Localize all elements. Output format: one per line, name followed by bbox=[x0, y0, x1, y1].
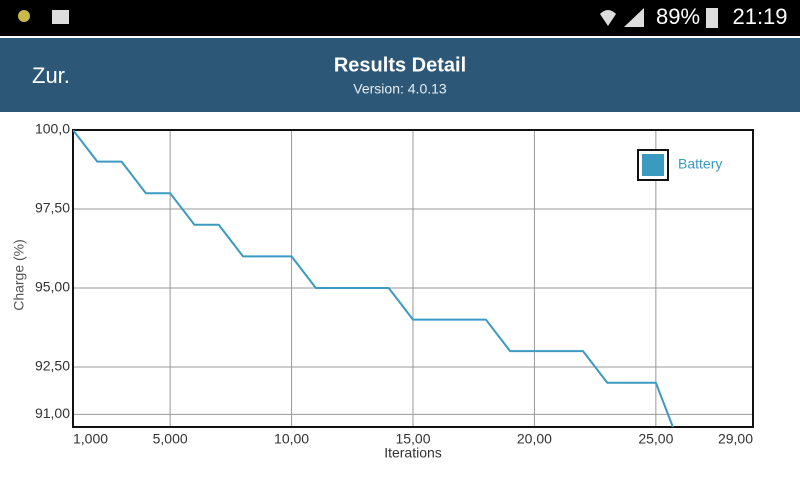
back-button[interactable]: Zur. bbox=[32, 63, 70, 88]
y-tick-label: 95,00 bbox=[35, 279, 70, 295]
media-icon bbox=[52, 10, 69, 24]
y-tick-label: 92,50 bbox=[35, 358, 70, 374]
y-axis-label: Charge (%) bbox=[11, 239, 27, 311]
header-title: Results Detail bbox=[334, 54, 466, 76]
y-tick-label: 100,0 bbox=[35, 121, 70, 137]
app-header bbox=[0, 38, 800, 112]
wifi-icon bbox=[600, 10, 616, 26]
y-tick-label: 91,00 bbox=[35, 405, 70, 421]
bulb-icon bbox=[18, 10, 30, 22]
x-tick-label: 1,000 bbox=[73, 431, 108, 447]
x-tick-label: 5,000 bbox=[153, 431, 188, 447]
x-tick-label: 15,00 bbox=[395, 431, 430, 447]
x-tick-label: 20,00 bbox=[517, 431, 552, 447]
y-tick-label: 97,50 bbox=[35, 200, 70, 216]
legend-label: Battery bbox=[678, 156, 722, 172]
battery-percent: 89% bbox=[656, 4, 700, 29]
x-tick-label: 25,00 bbox=[638, 431, 673, 447]
x-tick-label: 29,00 bbox=[718, 431, 753, 447]
x-axis-label: Iterations bbox=[384, 445, 442, 461]
signal-icon bbox=[624, 8, 644, 27]
header-subtitle: Version: 4.0.13 bbox=[353, 81, 447, 97]
status-bar bbox=[0, 0, 800, 36]
plot-frame bbox=[72, 129, 754, 428]
x-tick-label: 10,00 bbox=[274, 431, 309, 447]
battery-icon bbox=[706, 8, 718, 28]
series-line bbox=[73, 130, 674, 427]
clock: 21:19 bbox=[732, 4, 787, 29]
legend-swatch bbox=[642, 154, 664, 176]
